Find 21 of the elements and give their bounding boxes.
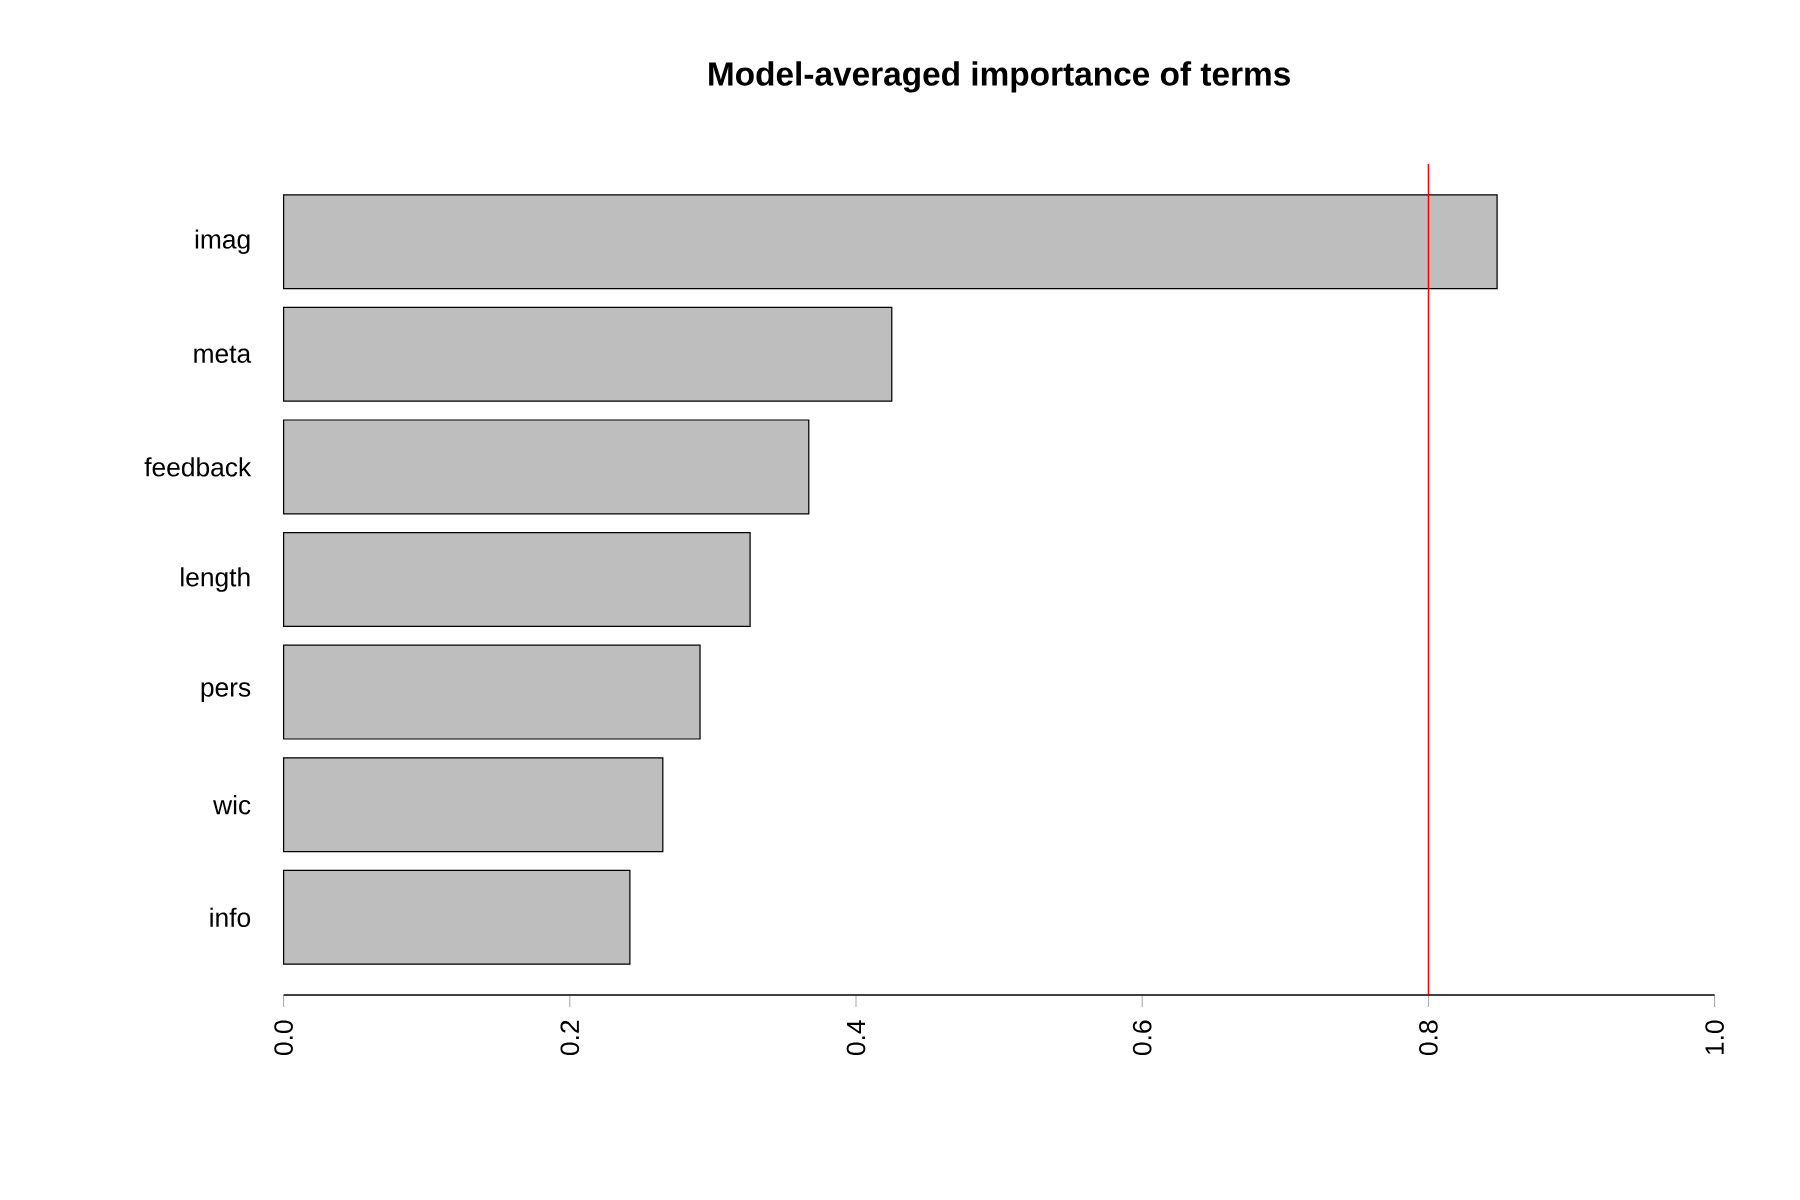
y-tick-label: pers <box>201 682 251 702</box>
bar <box>282 869 631 965</box>
y-tick-label: length <box>181 567 250 592</box>
chart-title: Model-averaged importance of terms <box>709 61 1290 93</box>
bar <box>282 644 701 740</box>
y-tick-label: wic <box>213 795 251 815</box>
y-tick-label: imag <box>195 229 250 254</box>
x-tick-label: 0.6 <box>1132 1020 1152 1056</box>
bar <box>282 531 751 628</box>
x-tick-label: 0.8 <box>1419 1020 1438 1056</box>
bar <box>282 419 810 515</box>
x-tick-label: 0.0 <box>274 1020 293 1056</box>
x-tick-label: 0.4 <box>846 1020 866 1056</box>
x-tick-label: 1.0 <box>1705 1020 1724 1055</box>
bar <box>282 757 664 853</box>
bar <box>282 194 1498 290</box>
y-tick-label: feedback <box>144 457 252 477</box>
bar <box>282 306 893 402</box>
y-tick-label: meta <box>194 345 252 363</box>
x-tick-label: 0.2 <box>560 1020 580 1056</box>
y-tick-label: info <box>210 907 251 928</box>
